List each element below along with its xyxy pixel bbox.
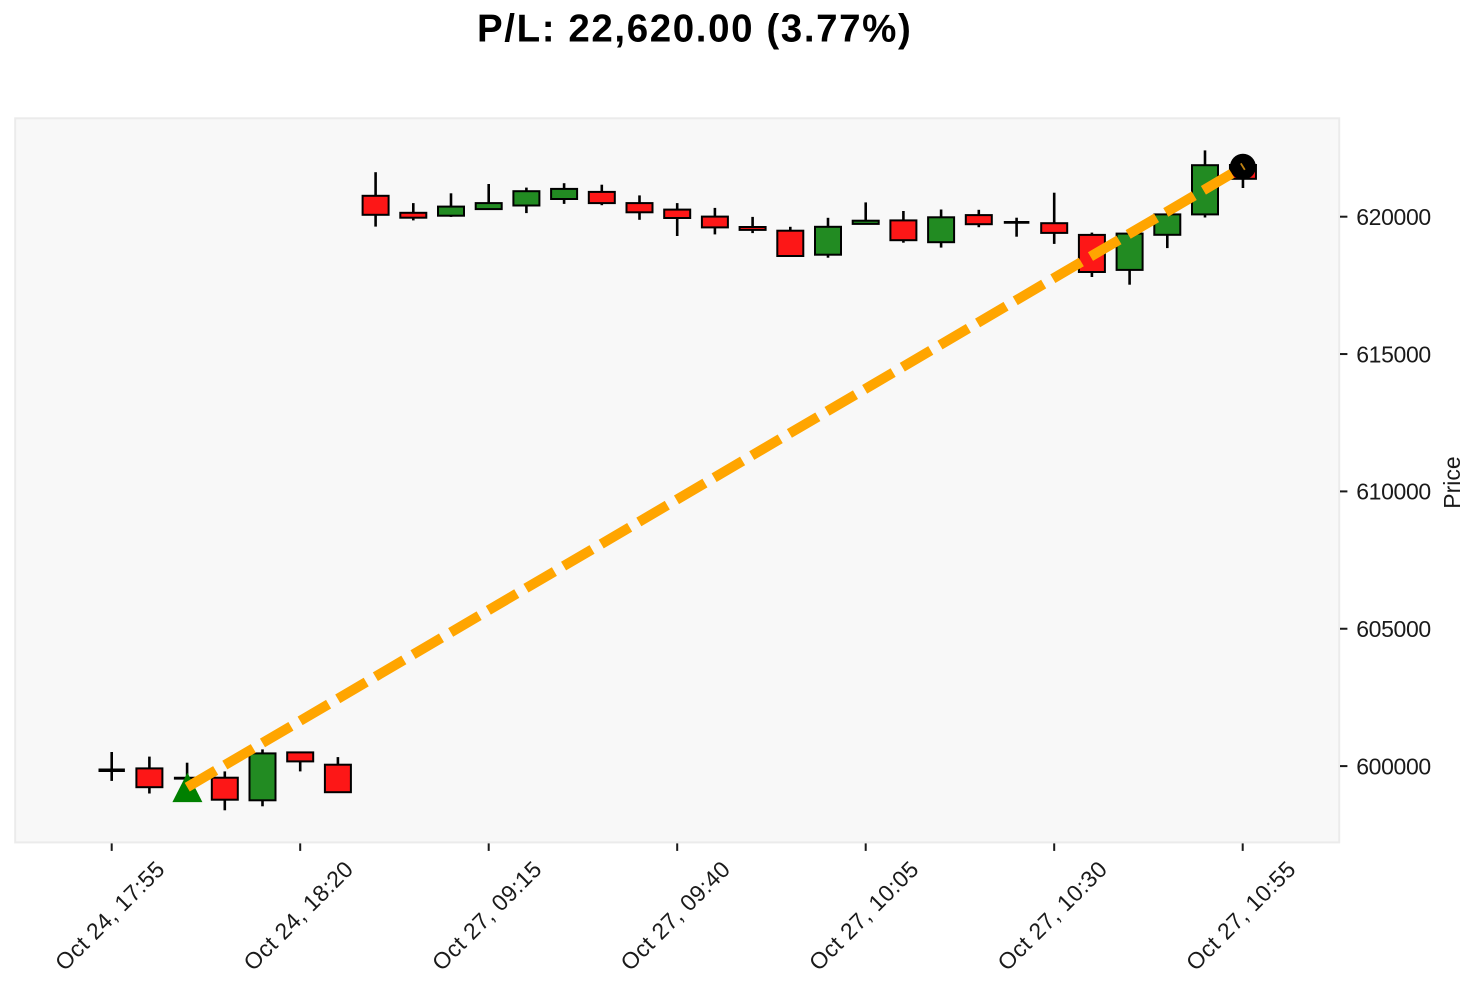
svg-text:P/L: 22,620.00 (3.77%): P/L: 22,620.00 (3.77%)	[477, 8, 912, 51]
svg-text:620000: 620000	[1356, 204, 1431, 230]
svg-text:Price: Price	[1439, 456, 1465, 508]
svg-text:610000: 610000	[1356, 479, 1431, 505]
svg-text:615000: 615000	[1356, 341, 1431, 367]
svg-text:600000: 600000	[1356, 753, 1431, 779]
svg-text:605000: 605000	[1356, 616, 1431, 642]
